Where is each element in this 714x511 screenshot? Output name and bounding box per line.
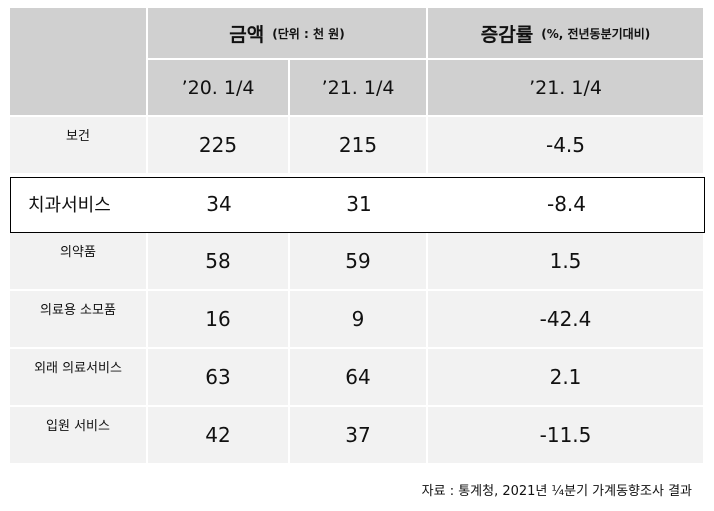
value-cell: -4.5 — [428, 117, 705, 175]
highlight-box — [10, 177, 705, 233]
value-cell: -42.4 — [428, 291, 705, 349]
row-label: 의약품 — [10, 233, 148, 291]
value-cell: -8.4 — [546, 192, 587, 216]
change-unit: (%, 전년동분기대비) — [541, 26, 651, 41]
value-cell: 16 — [148, 291, 290, 349]
row-label: 치과서비스 — [28, 195, 111, 216]
value-cell: -11.5 — [428, 407, 705, 465]
row-label: 보건 — [10, 117, 148, 175]
amount-title: 금액 — [229, 23, 265, 46]
row-label: 의료용 소모품 — [10, 291, 148, 349]
change-title: 증감률 — [480, 23, 534, 46]
period-header: ’21. 1/4 — [428, 60, 705, 117]
value-cell: 34 — [206, 192, 232, 216]
period-header: ’20. 1/4 — [148, 60, 290, 117]
value-cell: 58 — [148, 233, 290, 291]
value-cell: 1.5 — [428, 233, 705, 291]
row-label: 외래 의료서비스 — [10, 349, 148, 407]
corner-cell — [10, 8, 148, 117]
change-header: 증감률 (%, 전년동분기대비) — [428, 8, 705, 60]
value-cell: 2.1 — [428, 349, 705, 407]
value-cell: 215 — [290, 117, 428, 175]
amount-unit: (단위 : 천 원) — [272, 26, 345, 41]
value-cell: 64 — [290, 349, 428, 407]
value-cell: 59 — [290, 233, 428, 291]
source-note: 자료 : 통계청, 2021년 ¼분기 가계동향조사 결과 — [421, 484, 692, 499]
value-cell: 63 — [148, 349, 290, 407]
row-label: 입원 서비스 — [10, 407, 148, 465]
amount-header: 금액 (단위 : 천 원) — [148, 8, 428, 60]
value-cell: 37 — [290, 407, 428, 465]
value-cell: 42 — [148, 407, 290, 465]
value-cell: 31 — [346, 192, 372, 216]
value-cell: 225 — [148, 117, 290, 175]
period-header: ’21. 1/4 — [290, 60, 428, 117]
value-cell: 9 — [290, 291, 428, 349]
